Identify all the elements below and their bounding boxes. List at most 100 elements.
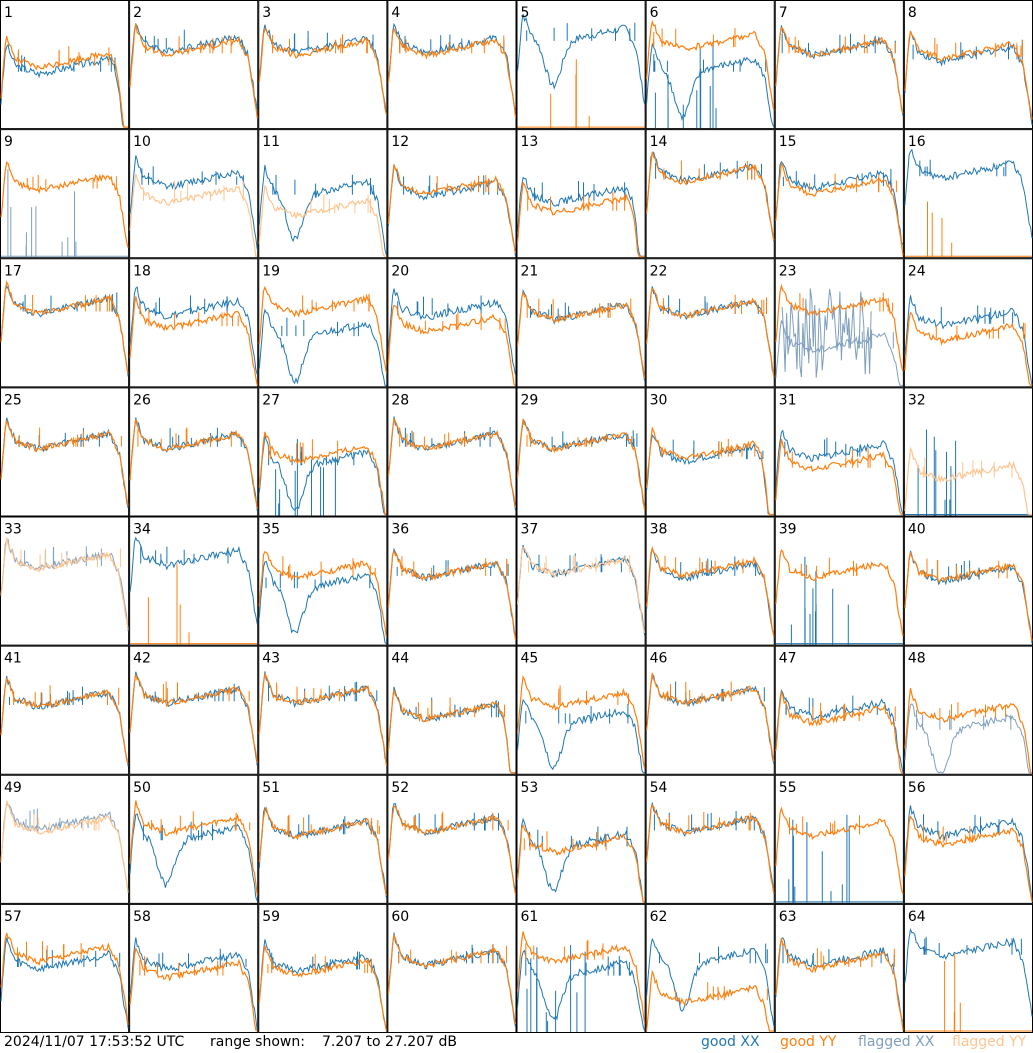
panel-frame-48 — [903, 645, 1033, 775]
panel-12-yy-trace — [387, 164, 517, 254]
panel-38-yy-trace — [646, 545, 775, 637]
panel-frame-41 — [0, 645, 130, 775]
panel-62-yy-spikes — [675, 982, 768, 1001]
panel-19-xx-trace — [258, 308, 387, 386]
legend-good-xx: good XX — [701, 1034, 760, 1050]
timestamp: 2024/11/07 17:53:52 UTC — [4, 1034, 185, 1050]
panel-5-yy-lowspikes — [550, 59, 590, 129]
panel-13-yy-trace — [516, 181, 645, 257]
panel-2-yy-spikes — [145, 36, 232, 54]
panel-frame-28 — [387, 387, 517, 517]
panel-frame-14 — [645, 129, 775, 259]
panel-label-23: 23 — [779, 263, 797, 279]
panel-label-16: 16 — [908, 134, 926, 150]
panel-56-xx-trace — [904, 805, 1033, 900]
panel-label-37: 37 — [521, 522, 539, 538]
panel-5-xx-trace — [517, 13, 646, 105]
panel-1-yy-trace — [0, 36, 129, 128]
panel-10-yy-spikes — [142, 180, 244, 201]
panel-62-xx-spikes — [659, 943, 768, 964]
panel-9-yy-trace — [0, 160, 129, 248]
panel-6-yy-trace — [646, 19, 775, 111]
panel-39-yy-trace — [775, 548, 904, 636]
panel-41-yy-spikes — [13, 685, 120, 705]
panel-frame-42 — [129, 645, 259, 775]
panel-24-xx-trace — [904, 295, 1033, 386]
panel-58-yy-spikes — [139, 956, 224, 976]
panel-42-yy-spikes — [162, 681, 250, 702]
panel-label-60: 60 — [391, 909, 409, 925]
panel-21-yy-spikes — [526, 298, 632, 318]
panel-54-xx-trace — [646, 802, 775, 890]
panel-58-yy-trace — [129, 947, 258, 1032]
panel-55-yy-spikes — [789, 815, 860, 835]
panel-23-xx-noise — [781, 288, 872, 378]
panel-18-xx-spikes — [139, 295, 228, 314]
panel-41-yy-trace — [0, 677, 129, 765]
panel-27-yy-spikes — [268, 439, 339, 460]
panel-26-yy-spikes — [137, 427, 232, 447]
panel-label-48: 48 — [908, 651, 926, 667]
panel-57-yy-spikes — [17, 941, 82, 960]
panel-44-yy-trace — [387, 689, 516, 774]
panel-29-xx-trace — [517, 420, 646, 507]
panel-52-yy-trace — [387, 804, 517, 895]
panel-frame-54 — [645, 774, 775, 904]
panel-label-2: 2 — [133, 5, 142, 21]
panel-34-xx-spikes — [140, 546, 229, 564]
panel-12-yy-spikes — [436, 175, 499, 193]
panel-label-24: 24 — [908, 263, 926, 279]
panel-24-xx-spikes — [940, 305, 1014, 324]
panel-39-xx-lowspikes — [790, 556, 849, 645]
panel-frame-3 — [258, 0, 388, 130]
panel-23-xx-trace — [775, 320, 903, 386]
panel-35-yy-spikes — [282, 556, 376, 576]
panel-label-19: 19 — [262, 263, 280, 279]
panel-frame-12 — [387, 129, 517, 259]
panel-frame-4 — [387, 0, 517, 130]
panel-4-yy-spikes — [399, 35, 505, 54]
panel-frame-63 — [774, 903, 904, 1033]
panel-frame-25 — [0, 387, 130, 517]
panel-label-13: 13 — [521, 134, 539, 150]
panel-59-yy-trace — [258, 945, 387, 1032]
panel-label-41: 41 — [4, 651, 22, 667]
range-value: 7.207 to 27.207 dB — [322, 1034, 457, 1050]
panel-label-9: 9 — [4, 134, 13, 150]
panel-52-yy-spikes — [404, 811, 509, 831]
panel-56-yy-trace — [904, 815, 1033, 903]
panel-34-yy-lowspikes — [147, 563, 190, 645]
panel-45-xx-spikes — [525, 703, 629, 724]
panel-30-yy-spikes — [660, 438, 756, 457]
panel-label-14: 14 — [650, 134, 668, 150]
panel-13-xx-trace — [517, 176, 645, 257]
panel-25-xx-trace — [0, 417, 129, 509]
panel-20-xx-trace — [387, 288, 516, 376]
panel-31-yy-spikes — [791, 448, 886, 468]
panel-label-59: 59 — [262, 909, 280, 925]
panel-22-yy-spikes — [662, 294, 767, 314]
panel-6-xx-spikes — [653, 54, 767, 72]
panel-frame-10 — [129, 129, 259, 259]
panel-29-yy-trace — [516, 418, 646, 511]
panel-11-xx-trace — [258, 164, 387, 256]
panel-label-47: 47 — [779, 651, 797, 667]
panel-53-yy-spikes — [523, 831, 607, 851]
panel-frame-15 — [774, 129, 904, 259]
panel-7-xx-trace — [775, 25, 904, 116]
panel-15-xx-trace — [775, 160, 904, 245]
panel-22-yy-trace — [646, 287, 775, 378]
panel-label-42: 42 — [133, 651, 151, 667]
panel-57-yy-trace — [0, 932, 129, 1025]
panel-44-xx-trace — [387, 686, 516, 774]
panel-10-xx-spikes — [141, 166, 244, 185]
panel-11-xx-spikes — [272, 174, 374, 195]
panel-3-yy-trace — [258, 28, 387, 115]
panel-33-yy-trace — [0, 537, 129, 630]
panel-59-yy-spikes — [267, 954, 372, 974]
legend-good-yy: good YY — [780, 1034, 837, 1050]
panel-63-yy-spikes — [816, 948, 895, 967]
panel-frame-5 — [516, 0, 646, 130]
panel-label-17: 17 — [4, 263, 22, 279]
